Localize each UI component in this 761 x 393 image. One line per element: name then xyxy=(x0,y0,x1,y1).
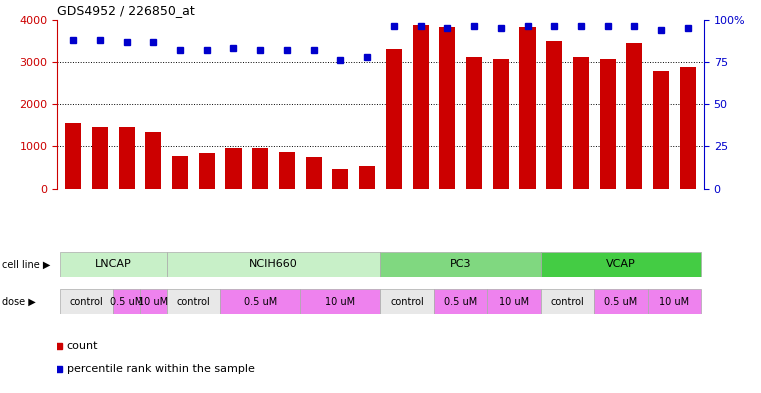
Text: count: count xyxy=(67,341,98,351)
Bar xyxy=(359,166,375,189)
Text: GDS4952 / 226850_at: GDS4952 / 226850_at xyxy=(57,4,195,17)
Text: 0.5 uM: 0.5 uM xyxy=(244,297,277,307)
Text: 0.5 uM: 0.5 uM xyxy=(444,297,477,307)
Bar xyxy=(380,289,434,314)
Bar xyxy=(493,59,509,189)
Bar xyxy=(279,152,295,189)
Bar xyxy=(380,252,541,277)
Bar xyxy=(434,289,487,314)
Text: percentile rank within the sample: percentile rank within the sample xyxy=(67,364,255,375)
Text: 10 uM: 10 uM xyxy=(326,297,355,307)
Bar xyxy=(626,43,642,189)
Bar xyxy=(520,27,536,189)
Bar xyxy=(546,41,562,189)
Bar xyxy=(653,71,669,189)
Bar xyxy=(680,67,696,189)
Text: 10 uM: 10 uM xyxy=(499,297,529,307)
Bar xyxy=(252,148,268,189)
Bar xyxy=(487,289,541,314)
Bar xyxy=(145,132,161,189)
Bar xyxy=(333,169,349,189)
Bar xyxy=(648,289,701,314)
Bar xyxy=(60,252,167,277)
Text: 10 uM: 10 uM xyxy=(660,297,689,307)
Bar xyxy=(594,289,648,314)
Text: control: control xyxy=(551,297,584,307)
Bar xyxy=(301,289,380,314)
Bar xyxy=(306,156,322,189)
Bar xyxy=(466,57,482,189)
Bar xyxy=(199,153,215,189)
Text: NCIH660: NCIH660 xyxy=(249,259,298,269)
Bar xyxy=(113,289,140,314)
Text: PC3: PC3 xyxy=(450,259,471,269)
Bar xyxy=(65,123,81,189)
Bar xyxy=(172,156,188,189)
Text: control: control xyxy=(69,297,103,307)
Text: LNCAP: LNCAP xyxy=(95,259,132,269)
Bar xyxy=(386,49,402,189)
Bar xyxy=(573,57,589,189)
Text: dose ▶: dose ▶ xyxy=(2,297,35,307)
Bar xyxy=(541,289,594,314)
Bar xyxy=(439,27,455,189)
Bar xyxy=(60,289,113,314)
Text: control: control xyxy=(390,297,424,307)
Bar xyxy=(92,127,108,189)
Bar xyxy=(600,59,616,189)
Bar xyxy=(119,127,135,189)
Bar xyxy=(541,252,701,277)
Bar xyxy=(140,289,167,314)
Text: VCAP: VCAP xyxy=(607,259,636,269)
Text: control: control xyxy=(177,297,210,307)
Bar xyxy=(167,289,220,314)
Bar xyxy=(167,252,380,277)
Text: cell line ▶: cell line ▶ xyxy=(2,259,50,269)
Text: 0.5 uM: 0.5 uM xyxy=(604,297,638,307)
Bar xyxy=(412,25,428,189)
Bar xyxy=(225,148,241,189)
Text: 10 uM: 10 uM xyxy=(139,297,168,307)
Bar xyxy=(220,289,301,314)
Text: 0.5 uM: 0.5 uM xyxy=(110,297,143,307)
